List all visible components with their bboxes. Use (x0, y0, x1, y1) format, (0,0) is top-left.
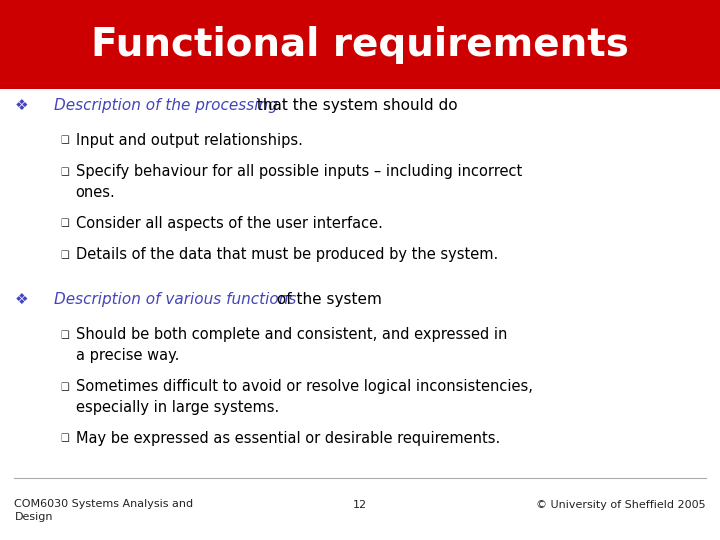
Text: ❑: ❑ (60, 219, 69, 228)
Text: Consider all aspects of the user interface.: Consider all aspects of the user interfa… (76, 216, 382, 231)
Text: ❑: ❑ (60, 167, 69, 177)
Text: © University of Sheffield 2005: © University of Sheffield 2005 (536, 500, 706, 510)
Text: COM6030 Systems Analysis and
Design: COM6030 Systems Analysis and Design (14, 499, 194, 522)
Text: that the system should do: that the system should do (252, 98, 457, 113)
Text: May be expressed as essential or desirable requirements.: May be expressed as essential or desirab… (76, 431, 500, 446)
Text: ❑: ❑ (60, 330, 69, 340)
Bar (0, 0, 720, 89)
Text: ones.: ones. (76, 185, 115, 200)
Text: Input and output relationships.: Input and output relationships. (76, 133, 302, 148)
Text: of the system: of the system (272, 292, 382, 307)
Text: Should be both complete and consistent, and expressed in: Should be both complete and consistent, … (76, 327, 507, 342)
Text: Specify behaviour for all possible inputs – including incorrect: Specify behaviour for all possible input… (76, 164, 522, 179)
Text: Details of the data that must be produced by the system.: Details of the data that must be produce… (76, 247, 498, 262)
Text: ❑: ❑ (60, 136, 69, 145)
Text: ❑: ❑ (60, 434, 69, 443)
Text: Functional requirements: Functional requirements (91, 25, 629, 64)
Text: ❑: ❑ (60, 382, 69, 392)
Text: ❖: ❖ (15, 98, 28, 113)
Text: Description of various functions: Description of various functions (54, 292, 297, 307)
Text: 12: 12 (353, 500, 367, 510)
Text: ❑: ❑ (60, 250, 69, 260)
Text: ❖: ❖ (15, 292, 28, 307)
Text: a precise way.: a precise way. (76, 348, 179, 363)
Text: Sometimes difficult to avoid or resolve logical inconsistencies,: Sometimes difficult to avoid or resolve … (76, 379, 533, 394)
Text: Description of the processing: Description of the processing (54, 98, 278, 113)
Text: especially in large systems.: especially in large systems. (76, 400, 279, 415)
